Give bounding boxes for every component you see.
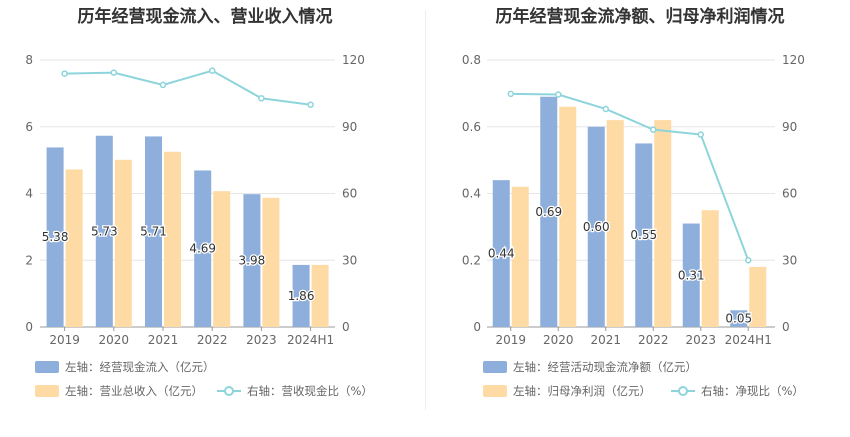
bar bbox=[114, 159, 132, 327]
legend-swatch bbox=[483, 385, 507, 397]
bar bbox=[606, 120, 624, 327]
y-right-tick-label: 120 bbox=[342, 53, 365, 67]
legend-marker bbox=[678, 386, 688, 396]
data-label: 0.55 bbox=[630, 228, 657, 242]
bar bbox=[682, 223, 700, 327]
y-left-tick-label: 0.4 bbox=[462, 187, 481, 201]
bar bbox=[749, 266, 767, 327]
line-point bbox=[555, 91, 562, 98]
data-label: 5.71 bbox=[140, 225, 167, 239]
legend-label: 左轴：经营现金流入（亿元） bbox=[65, 360, 215, 374]
ratio-line bbox=[510, 92, 750, 261]
bar bbox=[559, 106, 577, 327]
line-point bbox=[307, 101, 314, 108]
y-right-tick-label: 30 bbox=[342, 253, 357, 267]
bar bbox=[701, 210, 719, 327]
x-tick-label: 2024H1 bbox=[725, 333, 772, 347]
bar bbox=[243, 194, 261, 327]
line-point bbox=[61, 70, 68, 77]
x-tick-label: 2020 bbox=[543, 333, 574, 347]
y-left-tick-label: 6 bbox=[25, 120, 33, 134]
bar bbox=[213, 191, 231, 327]
data-label: 4.69 bbox=[189, 242, 216, 256]
y-left-tick-label: 4 bbox=[25, 187, 33, 201]
legend-label: 右轴：净现比（%） bbox=[701, 384, 804, 398]
data-label: 0.60 bbox=[583, 220, 610, 234]
bar bbox=[730, 310, 748, 327]
data-label: 5.73 bbox=[91, 224, 118, 238]
line-point bbox=[110, 69, 118, 76]
bar bbox=[654, 120, 672, 327]
bar bbox=[65, 169, 83, 327]
bar bbox=[292, 264, 310, 327]
bar bbox=[492, 180, 510, 327]
bar bbox=[311, 264, 329, 327]
net-cash-flow-profit-chart: 历年经营现金流净额、归母净利润情况 0 0.2 0.4 0.6 0.8 0 30 60 90 12… bbox=[462, 6, 805, 398]
y-right-tick-label: 0 bbox=[782, 320, 790, 334]
data-label: 5.38 bbox=[42, 230, 69, 244]
bar bbox=[262, 197, 280, 327]
cash-inflow-revenue-chart: 历年经营现金流入、营业收入情况 0 2 4 6 8 0 30 60 90 120 2019 2020 2… bbox=[25, 6, 373, 398]
line-point bbox=[650, 126, 657, 133]
x-tick-label: 2023 bbox=[246, 333, 277, 347]
y-right-tick-label: 60 bbox=[782, 187, 797, 201]
ratio-line bbox=[64, 69, 311, 106]
y-right-tick-label: 0 bbox=[342, 320, 350, 334]
x-tick-label: 2022 bbox=[197, 333, 228, 347]
y-right-tick-label: 30 bbox=[782, 253, 797, 267]
legend-label: 右轴：营收现金比（%） bbox=[247, 384, 373, 398]
bar bbox=[587, 126, 605, 327]
bar bbox=[164, 151, 181, 327]
chart-title: 历年经营现金流净额、归母净利润情况 bbox=[496, 6, 785, 27]
y-right-tick-label: 90 bbox=[782, 120, 797, 134]
bar bbox=[635, 143, 653, 327]
y-left-tick-label: 0 bbox=[473, 320, 481, 334]
y-right-tick-label: 120 bbox=[782, 53, 805, 67]
line-point bbox=[208, 67, 216, 74]
line-point bbox=[745, 257, 752, 264]
line-point bbox=[258, 95, 265, 102]
data-label: 0.31 bbox=[678, 268, 705, 282]
y-left-tick-label: 0.2 bbox=[462, 253, 481, 267]
bar bbox=[46, 147, 64, 327]
x-tick-label: 2019 bbox=[49, 333, 80, 347]
y-left-tick-label: 0.8 bbox=[462, 53, 481, 67]
legend-swatch bbox=[35, 361, 59, 373]
x-tick-label: 2021 bbox=[148, 333, 179, 347]
data-label: 1.86 bbox=[288, 289, 315, 303]
y-left-tick-label: 2 bbox=[25, 253, 33, 267]
bar bbox=[540, 96, 558, 328]
x-tick-label: 2020 bbox=[99, 333, 130, 347]
line-point bbox=[602, 105, 609, 113]
x-tick-label: 2021 bbox=[590, 333, 621, 347]
bar bbox=[194, 170, 212, 327]
line-point bbox=[159, 81, 167, 89]
bar bbox=[511, 186, 529, 327]
data-label: 0.05 bbox=[725, 312, 752, 326]
line-point bbox=[507, 90, 514, 98]
x-tick-label: 2023 bbox=[685, 333, 716, 347]
line-point bbox=[697, 131, 704, 138]
y-right-tick-label: 60 bbox=[342, 187, 357, 201]
legend-swatch bbox=[483, 361, 507, 373]
x-tick-label: 2022 bbox=[638, 333, 669, 347]
data-label: 3.98 bbox=[239, 254, 266, 268]
x-tick-label: 2019 bbox=[495, 333, 526, 347]
data-label: 0.69 bbox=[535, 205, 562, 219]
y-right-tick-label: 90 bbox=[342, 120, 357, 134]
y-left-tick-label: 8 bbox=[25, 53, 33, 67]
legend-marker bbox=[224, 386, 234, 396]
bar bbox=[145, 136, 162, 327]
legend-swatch bbox=[35, 385, 59, 397]
y-left-tick-label: 0 bbox=[25, 320, 33, 334]
x-tick-label: 2024H1 bbox=[287, 333, 334, 347]
legend-label: 左轴：营业总收入（亿元） bbox=[65, 384, 203, 398]
legend-label: 左轴：经营活动现金流净额（亿元） bbox=[513, 360, 697, 374]
legend-label: 左轴：归母净利润（亿元） bbox=[513, 384, 651, 398]
bar bbox=[95, 135, 113, 327]
y-left-tick-label: 0.6 bbox=[462, 120, 481, 134]
data-label: 0.44 bbox=[488, 247, 515, 261]
chart-title: 历年经营现金流入、营业收入情况 bbox=[78, 6, 333, 27]
